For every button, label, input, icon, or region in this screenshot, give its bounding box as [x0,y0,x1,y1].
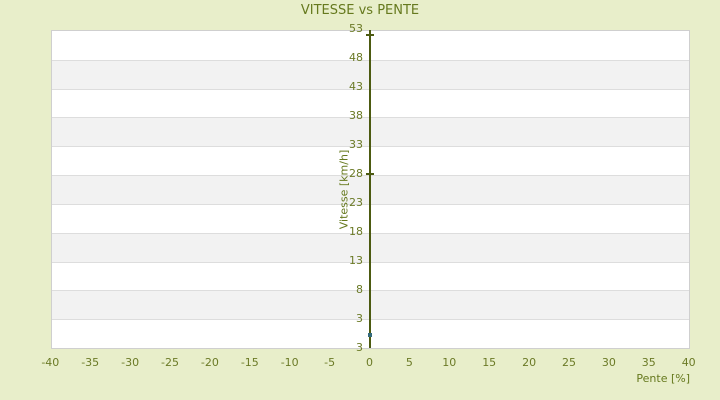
y-tick-label: 38 [349,109,363,122]
grid-band [52,261,689,291]
grid-band [52,31,689,60]
x-tick-label: -25 [161,356,179,369]
grid-band [52,290,689,320]
y-tick-label: 8 [356,283,363,296]
x-tick-label: 40 [681,356,696,369]
x-tick-label: 25 [562,356,576,369]
y-tick-label: 53 [349,22,363,35]
grid-band [52,175,689,204]
y-tick-label: 48 [349,51,363,64]
x-tick-label: 10 [442,356,457,369]
grid-band [52,232,689,262]
y-tick-label: 23 [349,196,363,209]
y-tick-label: 3 [356,312,363,325]
y-tick-label: 43 [349,80,363,93]
plot-area [51,30,690,349]
x-tick-label: -5 [324,356,336,369]
grid-band [52,59,689,89]
y-axis-title: Vitesse [km/h] [337,149,351,230]
y-axis-bottom-label: 3 [356,341,363,354]
grid-band [52,88,689,118]
x-tick-label: 15 [482,356,497,369]
x-tick-label: -35 [81,356,100,369]
y-tick-label: 28 [349,167,363,180]
data-point-marker [367,332,372,337]
y-tick-label: 33 [349,138,363,151]
y-tick-label: 13 [349,254,363,267]
y-axis-tick [365,173,374,175]
x-tick-label: -30 [121,356,140,369]
x-tick-label: -20 [200,356,219,369]
x-tick-label: -40 [41,356,60,369]
grid-band [52,117,689,147]
x-tick-label: -15 [240,356,259,369]
x-tick-label: 20 [522,356,537,369]
x-axis-title: Pente [%] [636,372,690,385]
x-tick-label: 30 [601,356,616,369]
y-tick-label: 18 [349,225,363,238]
x-tick-label: -10 [280,356,299,369]
chart-title: VITESSE vs PENTE [300,3,420,18]
x-tick-label: 5 [405,356,413,369]
y-axis-line [368,30,371,348]
y-axis-tick [365,33,374,36]
grid-band [52,146,689,176]
grid-band [52,203,689,233]
x-tick-label: 35 [641,356,656,369]
x-tick-label: 0 [366,356,373,369]
